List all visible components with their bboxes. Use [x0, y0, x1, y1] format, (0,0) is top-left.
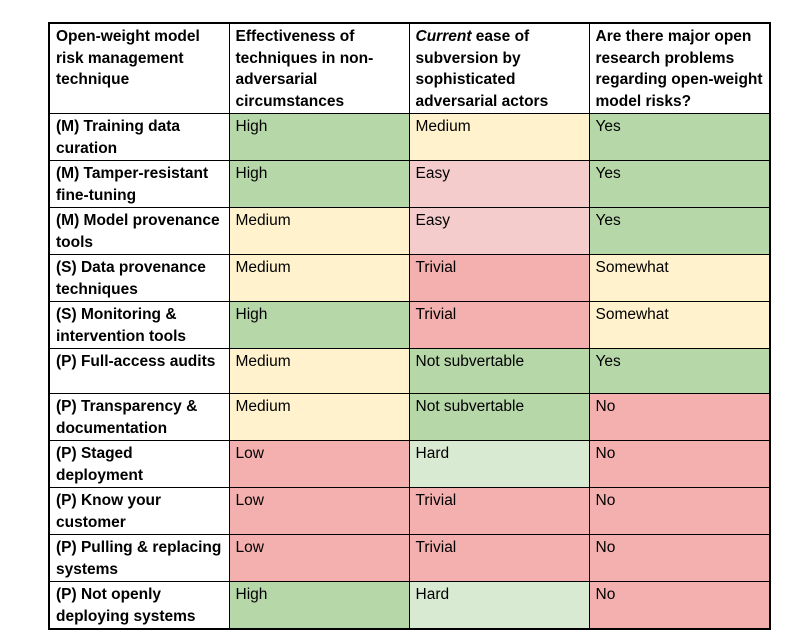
table-header-row: Open-weight model risk management techni… [48, 22, 771, 114]
table-row: (P) Staged deployment Low Hard No [48, 440, 771, 488]
header-effectiveness: Effectiveness of techniques in non-adver… [228, 22, 410, 114]
header-subversion-emphasis: Current [415, 28, 472, 45]
cell-research: Somewhat [588, 254, 771, 302]
cell-subversion: Trivial [408, 487, 590, 535]
cell-research: Yes [588, 113, 771, 161]
cell-technique: (P) Staged deployment [48, 440, 230, 488]
cell-subversion: Hard [408, 581, 590, 630]
cell-research: No [588, 581, 771, 630]
cell-subversion: Not subvertable [408, 393, 590, 441]
cell-subversion: Trivial [408, 254, 590, 302]
cell-technique: (P) Not openly deploying systems [48, 581, 230, 630]
cell-effectiveness: Medium [228, 348, 410, 394]
table-row: (P) Pulling & replacing systems Low Trivia… [48, 534, 771, 582]
cell-technique: (P) Transparency & documentation [48, 393, 230, 441]
table-row: (P) Transparency & documentation Medium No… [48, 393, 771, 441]
header-subversion-text: ease of subversion by sophisticated adve… [415, 28, 549, 110]
table-row: (P) Full-access audits Medium Not subverta… [48, 348, 771, 394]
cell-effectiveness: Low [228, 534, 410, 582]
cell-research: Yes [588, 207, 771, 255]
table-body: (M) Training data curation High Medium Yes(… [48, 113, 771, 630]
table-row: (M) Tamper-resistant fine-tuning High Easy… [48, 160, 771, 208]
cell-research: No [588, 393, 771, 441]
cell-technique: (S) Monitoring & intervention tools [48, 301, 230, 349]
cell-effectiveness: High [228, 113, 410, 161]
cell-effectiveness: Medium [228, 207, 410, 255]
cell-research: No [588, 487, 771, 535]
table-row: (M) Model provenance tools Medium Easy Yes [48, 207, 771, 255]
cell-subversion: Not subvertable [408, 348, 590, 394]
header-subversion: Current ease of subversion by sophistica… [408, 22, 590, 114]
cell-effectiveness: High [228, 301, 410, 349]
header-research: Are there major open research problems r… [588, 22, 771, 114]
cell-effectiveness: Medium [228, 393, 410, 441]
cell-research: Yes [588, 348, 771, 394]
cell-subversion: Hard [408, 440, 590, 488]
cell-effectiveness: Low [228, 440, 410, 488]
table-row: (S) Monitoring & intervention tools High T… [48, 301, 771, 349]
cell-subversion: Medium [408, 113, 590, 161]
risk-management-table: Open-weight model risk management techni… [48, 22, 771, 630]
cell-technique: (S) Data provenance techniques [48, 254, 230, 302]
cell-research: Somewhat [588, 301, 771, 349]
cell-technique: (M) Tamper-resistant fine-tuning [48, 160, 230, 208]
header-technique: Open-weight model risk management techni… [48, 22, 230, 114]
table-row: (S) Data provenance techniques Medium Triv… [48, 254, 771, 302]
cell-technique: (M) Training data curation [48, 113, 230, 161]
cell-research: No [588, 440, 771, 488]
cell-subversion: Trivial [408, 534, 590, 582]
cell-effectiveness: Medium [228, 254, 410, 302]
cell-technique: (P) Know your customer [48, 487, 230, 535]
cell-research: No [588, 534, 771, 582]
table-row: (P) Know your customer Low Trivial No [48, 487, 771, 535]
cell-research: Yes [588, 160, 771, 208]
cell-technique: (P) Pulling & replacing systems [48, 534, 230, 582]
cell-subversion: Trivial [408, 301, 590, 349]
table-row: (M) Training data curation High Medium Yes [48, 113, 771, 161]
cell-effectiveness: High [228, 160, 410, 208]
cell-subversion: Easy [408, 207, 590, 255]
table-row: (P) Not openly deploying systems High Hard… [48, 581, 771, 630]
cell-technique: (P) Full-access audits [48, 348, 230, 394]
cell-subversion: Easy [408, 160, 590, 208]
cell-effectiveness: High [228, 581, 410, 630]
cell-effectiveness: Low [228, 487, 410, 535]
cell-technique: (M) Model provenance tools [48, 207, 230, 255]
